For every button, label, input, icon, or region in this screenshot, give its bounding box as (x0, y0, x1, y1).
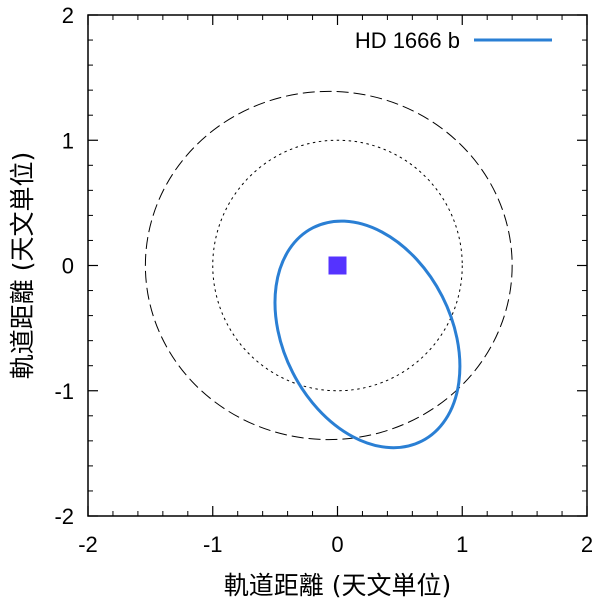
x-axis-label: 軌道距離 (天文単位) (224, 571, 451, 600)
x-tick-label: -1 (203, 532, 223, 557)
x-tick-label: -2 (78, 532, 98, 557)
y-tick-label: -2 (54, 504, 74, 529)
tick-labels: -2 -1 0 1 2 -2 -1 0 1 2 (54, 3, 593, 557)
y-tick-label: 0 (62, 254, 74, 279)
y-axis-label: 軌道距離 (天文単位) (8, 152, 37, 379)
x-tick-label: 1 (456, 532, 468, 557)
y-tick-label: 2 (62, 3, 74, 28)
marker-layer (328, 256, 347, 275)
y-tick-label: 1 (62, 128, 74, 153)
x-tick-label: 0 (331, 532, 343, 557)
orbit-layer (144, 90, 513, 450)
legend-label-hd1666b: HD 1666 b (355, 28, 460, 53)
y-tick-label: -1 (54, 379, 74, 404)
x-tick-label: 2 (581, 532, 593, 557)
star-marker (328, 256, 347, 275)
dotted-reference-orbit (212, 139, 463, 392)
tick-marks (87, 14, 588, 517)
dashed-reference-orbit (144, 90, 513, 441)
planet-orbit-hd1666b (273, 219, 462, 450)
legend: HD 1666 b (355, 28, 552, 53)
